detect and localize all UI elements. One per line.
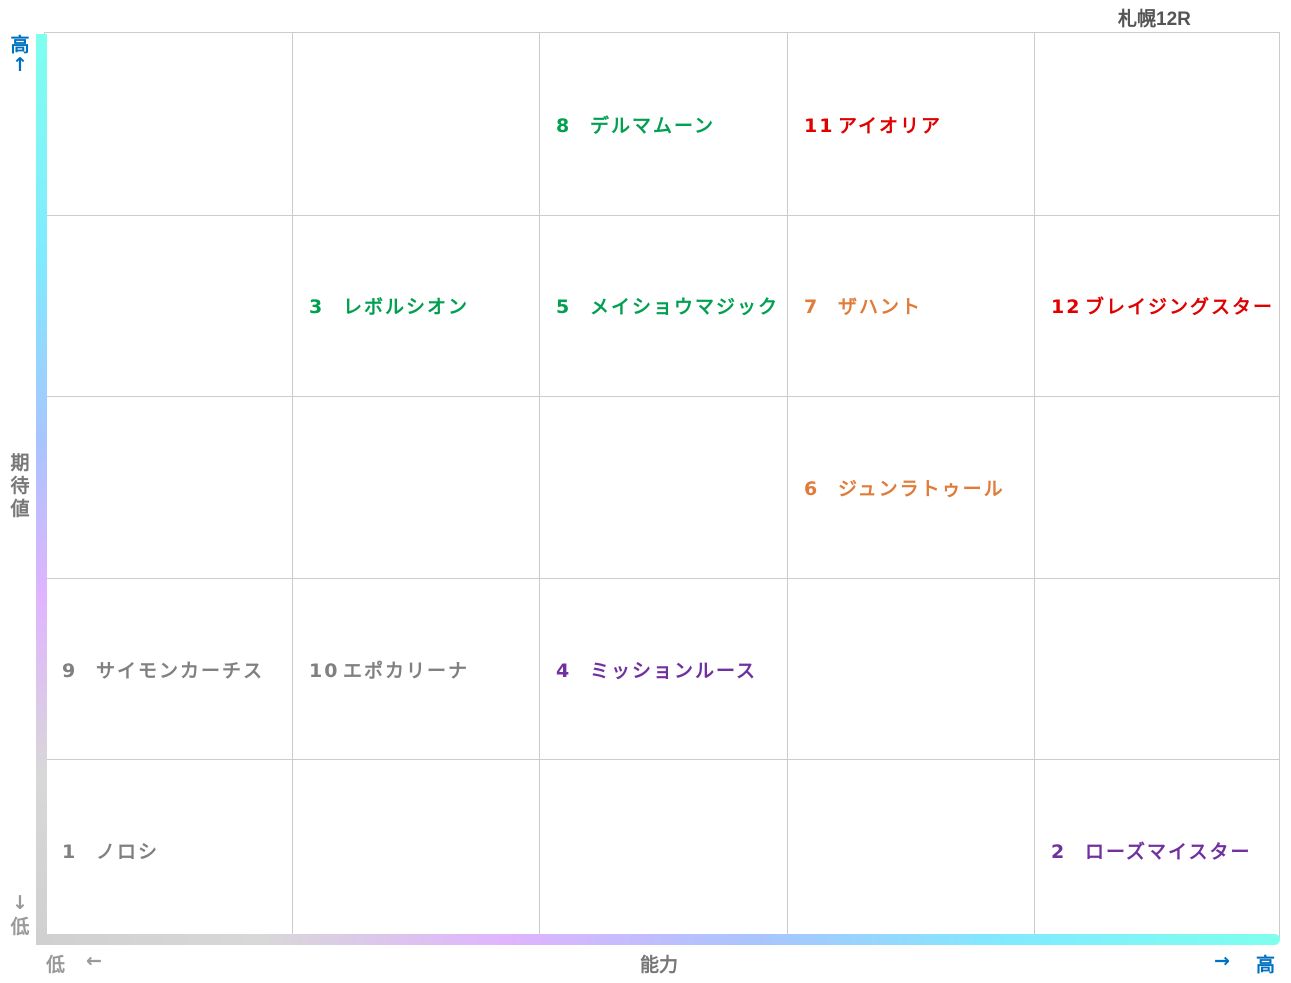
y-axis-low-label: 低: [10, 916, 30, 938]
y-axis-up-arrow-icon: ↑: [12, 54, 28, 76]
horse-name: デルマムーン: [590, 115, 716, 137]
x-axis-right-arrow-icon: →: [1214, 950, 1230, 972]
horse-number: 12: [1051, 296, 1082, 318]
horse-number: 4: [556, 660, 572, 682]
y-axis-down-arrow-icon: ↓: [12, 892, 28, 914]
horse-point: 8 デルマムーン: [556, 111, 715, 138]
horse-name: ミッションルース: [590, 660, 758, 682]
horse-number: 1: [62, 841, 78, 863]
horse-number: 2: [1051, 841, 1067, 863]
grid-vertical-line: [1034, 33, 1035, 939]
grid-vertical-line: [539, 33, 540, 939]
horse-number: 5: [556, 296, 572, 318]
horse-name: ノロシ: [96, 841, 160, 863]
horse-number: 8: [556, 115, 572, 137]
horse-name: サイモンカーチス: [96, 660, 265, 682]
horse-name: ローズマイスター: [1085, 841, 1252, 863]
horse-point: 11 アイオリア: [804, 111, 942, 138]
race-title: 札幌12R: [1118, 9, 1191, 30]
horse-name: ブレイジングスター: [1085, 296, 1275, 318]
x-axis-high-label: 高: [1256, 954, 1276, 976]
y-axis-title-char: 待: [10, 475, 30, 497]
horse-point: 2 ローズマイスター: [1051, 837, 1251, 864]
x-axis-gradient-bar: [36, 934, 1280, 945]
horse-name: メイショウマジック: [590, 296, 780, 318]
grid-horizontal-line: [45, 578, 1279, 579]
x-axis-left-arrow-icon: ←: [86, 950, 102, 972]
grid-vertical-line: [787, 33, 788, 939]
y-axis-gradient-bar: [36, 34, 47, 940]
horse-name: アイオリア: [838, 115, 943, 137]
horse-number: 11: [804, 115, 835, 137]
horse-point: 6 ジュンラトゥール: [804, 474, 1005, 501]
horse-number: 6: [804, 478, 820, 500]
horse-point: 9 サイモンカーチス: [62, 656, 264, 683]
horse-name: ジュンラトゥール: [838, 478, 1005, 500]
grid-horizontal-line: [45, 396, 1279, 397]
horse-point: 1 ノロシ: [62, 837, 159, 864]
y-axis-title-char: 値: [10, 498, 30, 520]
grid-vertical-line: [292, 33, 293, 939]
horse-name: レボルシオン: [343, 296, 470, 318]
horse-point: 5 メイショウマジック: [556, 292, 779, 319]
x-axis-low-label: 低: [46, 954, 66, 976]
horse-name: エポカリーナ: [343, 660, 470, 682]
horse-point: 4 ミッションルース: [556, 656, 757, 683]
chart-grid: [44, 32, 1280, 940]
y-axis-title: 期 待 値: [8, 452, 32, 521]
y-axis-high-label: 高: [10, 34, 30, 56]
horse-number: 7: [804, 296, 820, 318]
horse-number: 9: [62, 660, 78, 682]
horse-number: 10: [309, 660, 340, 682]
horse-point: 7 ザハント: [804, 292, 922, 319]
horse-name: ザハント: [838, 296, 923, 318]
horse-point: 12 ブレイジングスター: [1051, 292, 1274, 319]
horse-point: 3 レボルシオン: [309, 292, 469, 319]
horse-number: 3: [309, 296, 325, 318]
x-axis-title: 能力: [640, 954, 679, 976]
grid-horizontal-line: [45, 759, 1279, 760]
y-axis-title-char: 期: [10, 452, 30, 474]
horse-point: 10 エポカリーナ: [309, 656, 469, 683]
grid-horizontal-line: [45, 215, 1279, 216]
